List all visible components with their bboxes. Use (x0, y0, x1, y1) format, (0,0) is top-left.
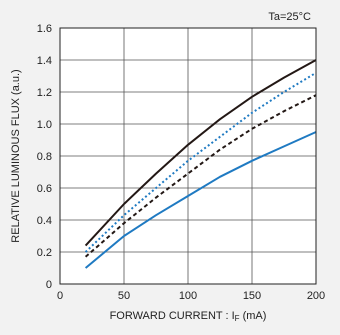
series-lines (84, 59, 317, 269)
x-axis-label-unit: (mA) (240, 310, 267, 322)
y-tick-label: 1.4 (37, 55, 52, 67)
x-tick-labels: 0 50 100 150 200 (57, 290, 325, 302)
x-axis-label-subscript: F (235, 314, 240, 323)
y-tick-label: 0.6 (37, 183, 52, 195)
x-tick-label: 50 (118, 290, 130, 302)
x-axis-label: FORWARD CURRENT : IF (mA) (110, 310, 267, 323)
x-tick-label: 100 (179, 290, 197, 302)
x-tick-label: 0 (57, 290, 63, 302)
x-tick-label: 200 (307, 290, 325, 302)
y-tick-label: 1.6 (37, 23, 52, 35)
y-tick-label: 0.4 (37, 215, 52, 227)
plot-frame (59, 27, 317, 285)
y-tick-label: 1.0 (37, 119, 52, 131)
series-line-4 (84, 131, 317, 269)
y-tick-label: 0 (46, 279, 52, 291)
series-line-2 (84, 71, 317, 253)
x-axis-label-main: FORWARD CURRENT : I (110, 310, 235, 322)
y-axis-label: RELATIVE LUMINOUS FLUX (a.u.) (10, 69, 22, 242)
y-tick-label: 0.8 (37, 151, 52, 163)
x-tick-label: 150 (243, 290, 261, 302)
temperature-annotation: Ta=25°C (268, 11, 311, 23)
y-tick-label: 0.2 (37, 247, 52, 259)
y-tick-labels: 0 0.2 0.4 0.6 0.8 1.0 1.2 1.4 1.6 (37, 23, 52, 291)
series-line-1 (84, 59, 317, 247)
y-tick-label: 1.2 (37, 87, 52, 99)
series-line-3 (84, 94, 317, 258)
